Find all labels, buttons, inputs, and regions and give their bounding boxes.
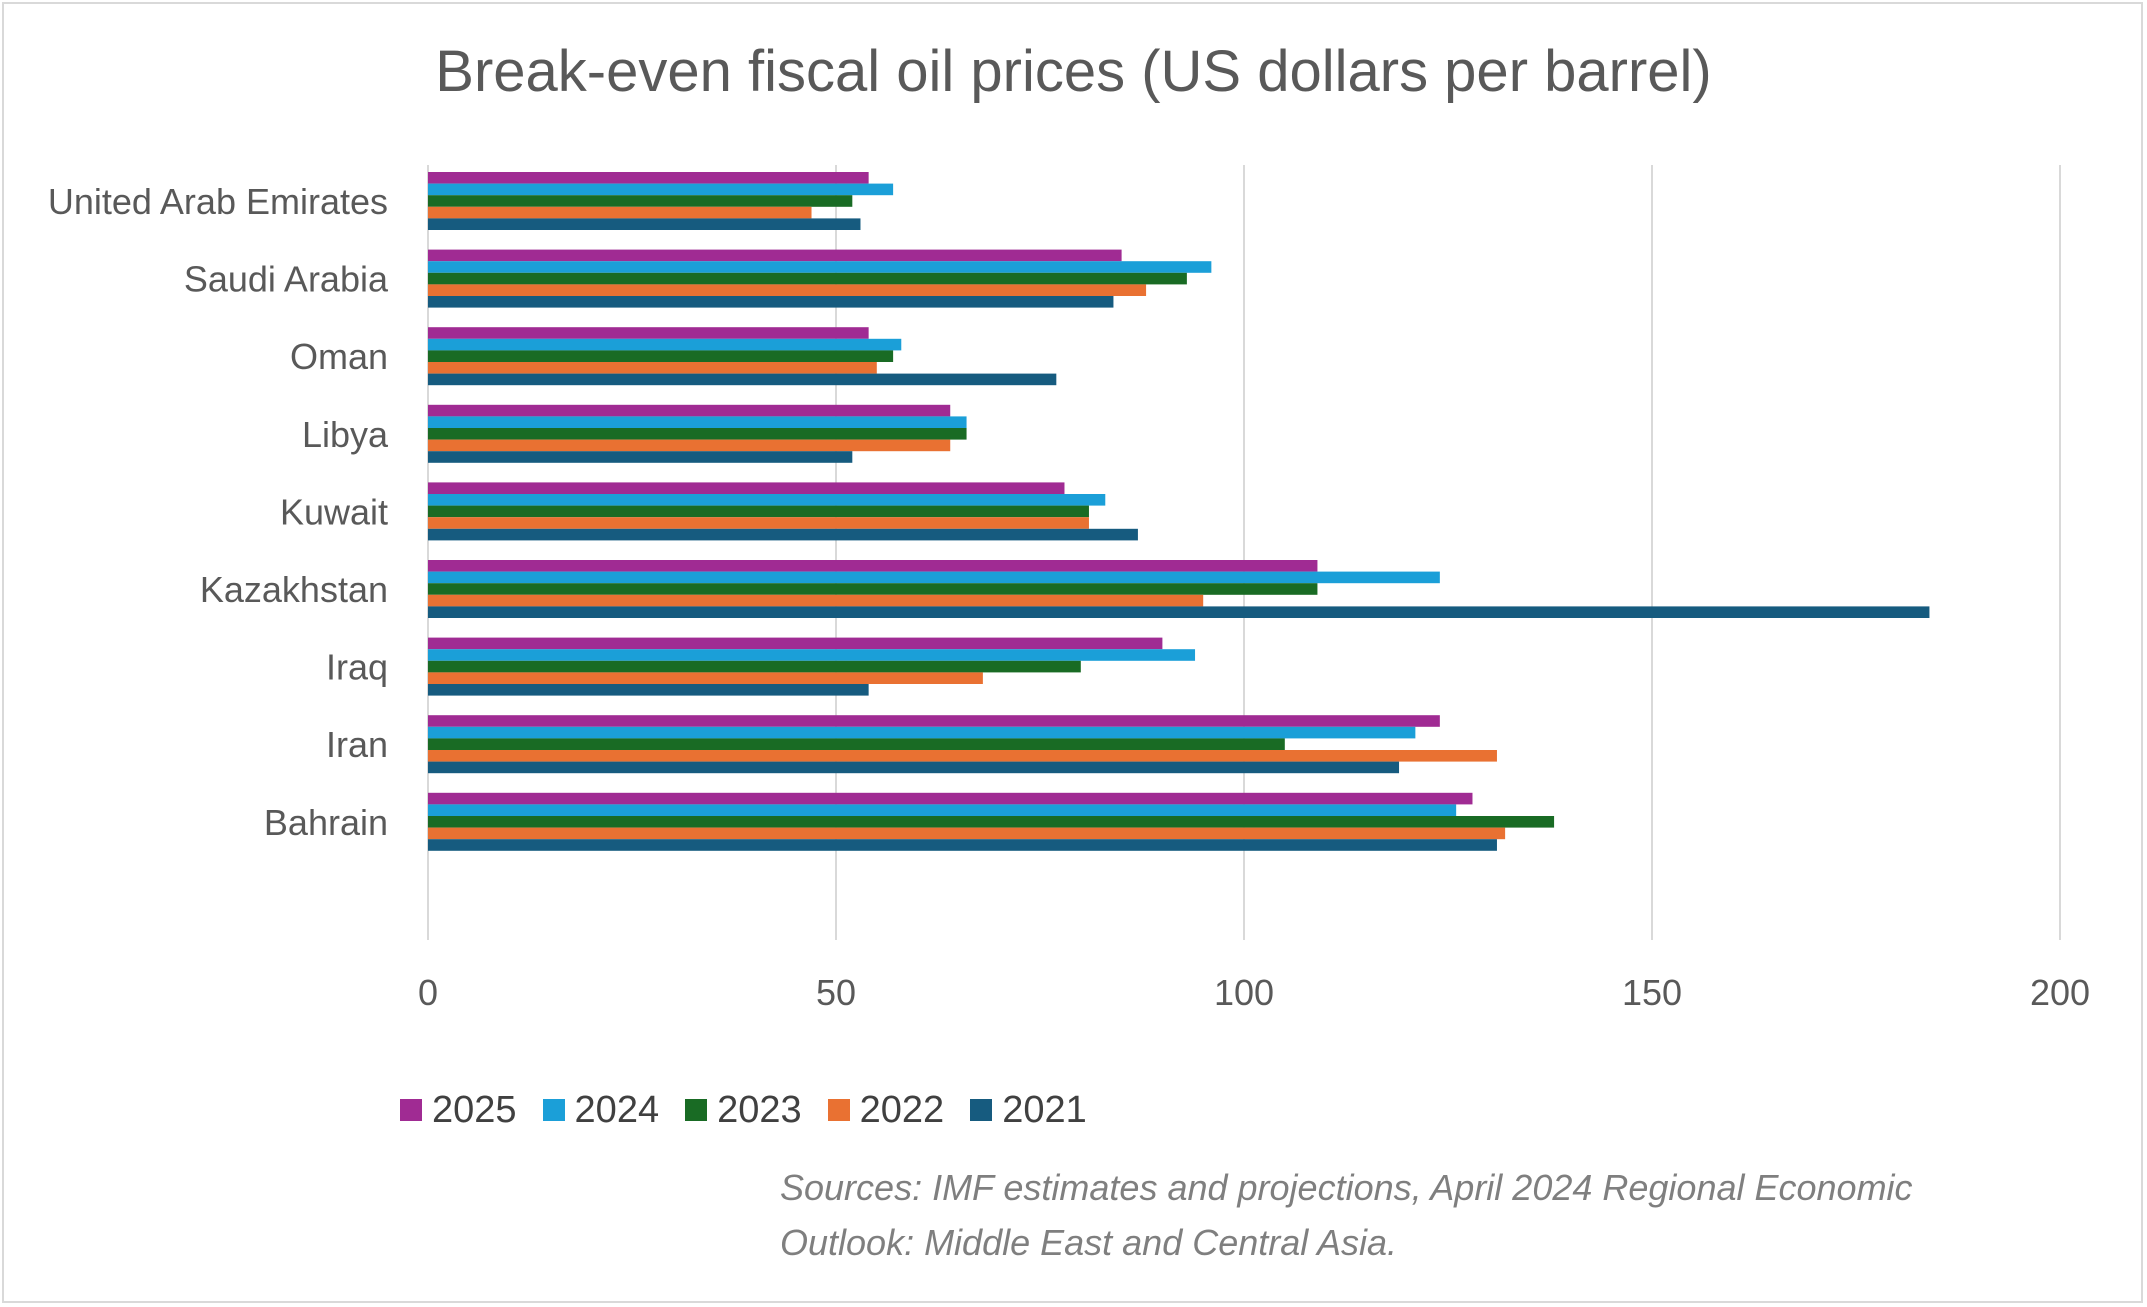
legend-swatch-icon (827, 1099, 850, 1121)
bar-2025-7 (428, 715, 1440, 727)
bar-2025-5 (428, 560, 1318, 572)
x-tick-labels: 0 50 100 150 200 (418, 972, 2090, 1013)
source-note: Sources: IMF estimates and projections, … (780, 1160, 2080, 1270)
bar-2025-3 (428, 404, 951, 417)
source-line-2: Outlook: Middle East and Central Asia. (780, 1222, 1397, 1263)
bar-2024-0 (428, 183, 894, 196)
bar-2022-3 (428, 439, 951, 452)
bar-2021-8 (428, 839, 1497, 851)
legend-item-2024: 2024 (542, 1088, 660, 1132)
bar-2025-2 (428, 327, 869, 339)
bar-2021-4 (428, 528, 1138, 541)
bar-2022-5 (428, 594, 1204, 607)
bar-2023-5 (428, 583, 1318, 595)
legend-item-2023: 2023 (685, 1089, 802, 1132)
bar-2023-4 (428, 505, 1089, 518)
legend-label: 2023 (717, 1088, 802, 1131)
legend-swatch-icon (685, 1099, 708, 1121)
bar-2023-1 (428, 272, 1187, 285)
bar-2024-1 (428, 261, 1212, 273)
source-line-1: Sources: IMF estimates and projections, … (780, 1167, 1913, 1208)
bar-2025-4 (428, 482, 1065, 494)
category-label: Kuwait (280, 491, 388, 532)
x-tick-label-200: 200 (2030, 972, 2090, 1013)
bar-2021-1 (428, 296, 1114, 308)
category-label: Saudi Arabia (184, 259, 389, 300)
bar-2022-8 (428, 827, 1506, 840)
bar-2021-7 (428, 761, 1400, 774)
bar-2023-2 (428, 350, 894, 362)
legend-label: 2025 (432, 1088, 517, 1131)
legend-swatch-icon (542, 1099, 565, 1121)
bar-2022-0 (428, 206, 812, 219)
bar-2022-6 (428, 672, 983, 684)
bar-2024-7 (428, 726, 1416, 739)
bar-2024-6 (428, 649, 1196, 661)
x-tick-label-150: 150 (1622, 972, 1682, 1013)
legend-item-2021: 2021 (970, 1089, 1087, 1132)
category-label: Iraq (326, 647, 388, 688)
bars (428, 172, 1930, 851)
legend: 2025 2024 2023 2022 2021 (400, 1087, 1113, 1133)
legend-label: 2021 (1002, 1088, 1087, 1131)
legend-swatch-icon (970, 1099, 993, 1121)
bar-2021-5 (428, 606, 1930, 618)
bar-2024-2 (428, 338, 902, 351)
bar-2025-6 (428, 637, 1163, 650)
legend-label: 2024 (574, 1088, 660, 1131)
category-label: Iran (326, 724, 388, 765)
category-labels: United Arab Emirates Saudi Arabia Oman Liby… (48, 181, 389, 843)
bar-2022-7 (428, 750, 1497, 762)
category-label: Libya (302, 414, 389, 455)
bar-2023-8 (428, 816, 1555, 828)
bar-2022-1 (428, 284, 1147, 296)
bar-2025-0 (428, 172, 869, 184)
legend-item-2022: 2022 (827, 1088, 945, 1132)
legend-label: 2022 (859, 1088, 945, 1131)
bar-2023-0 (428, 195, 853, 207)
bar-2024-8 (428, 804, 1457, 816)
category-label: United Arab Emirates (48, 181, 388, 222)
x-tick-label-0: 0 (418, 972, 438, 1013)
category-label: Bahrain (264, 802, 388, 843)
bar-2023-7 (428, 738, 1285, 750)
bar-2021-0 (428, 218, 861, 230)
bar-2021-6 (428, 684, 869, 696)
bar-2023-3 (428, 428, 967, 440)
bar-2025-8 (428, 792, 1473, 805)
bar-2022-4 (428, 517, 1089, 529)
bar-2023-6 (428, 660, 1081, 673)
x-tick-label-100: 100 (1214, 972, 1274, 1013)
category-label: Kazakhstan (200, 569, 388, 610)
bar-2024-3 (428, 416, 967, 428)
bar-2024-4 (428, 494, 1106, 506)
bar-2022-2 (428, 362, 877, 374)
bar-2021-3 (428, 451, 853, 463)
bar-2021-2 (428, 373, 1057, 386)
legend-swatch-icon (400, 1099, 422, 1121)
legend-item-2025: 2025 (400, 1089, 517, 1132)
bar-2024-5 (428, 571, 1440, 584)
chart-title: Break-even fiscal oil prices (US dollars… (435, 39, 1712, 104)
bar-2025-1 (428, 249, 1122, 262)
category-label: Oman (290, 336, 388, 377)
x-tick-label-50: 50 (816, 972, 856, 1013)
